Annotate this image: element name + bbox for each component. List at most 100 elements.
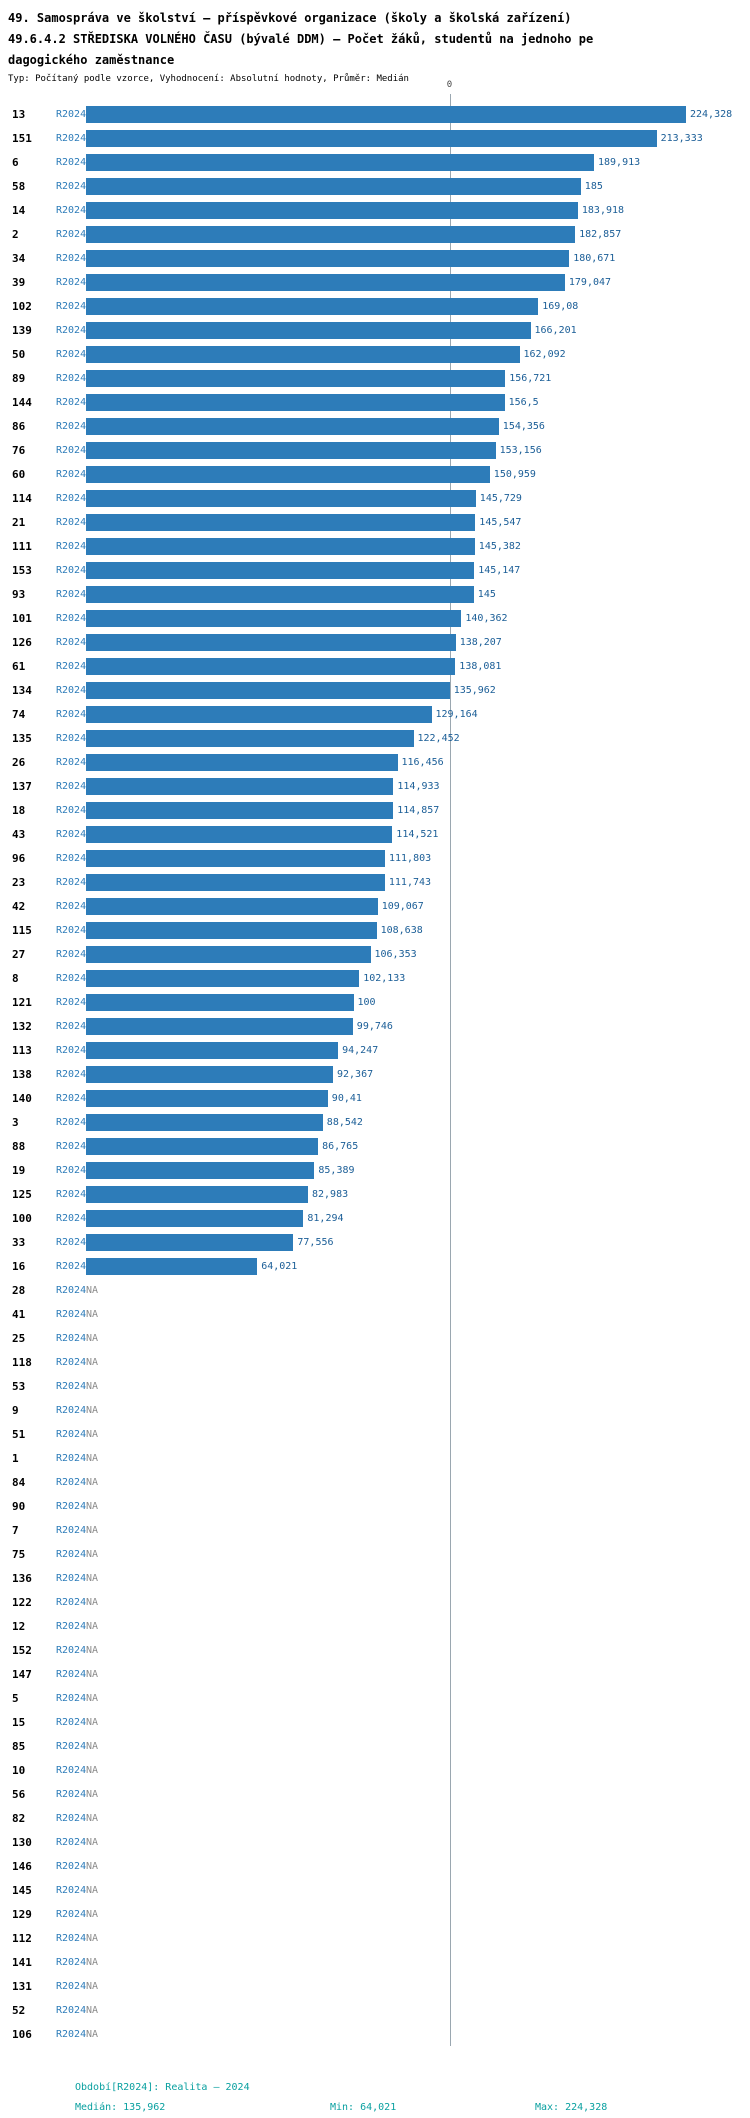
row-id-label: 82 <box>12 1811 26 1825</box>
row-id-label: 122 <box>12 1595 32 1609</box>
value-label: 145 <box>477 588 496 600</box>
series-label: R2024 <box>56 252 87 264</box>
series-label: R2024 <box>56 804 87 816</box>
value-bar <box>86 945 371 963</box>
value-label: 86,765 <box>322 1140 359 1152</box>
value-bar <box>86 1137 319 1155</box>
value-label: 111,803 <box>389 852 432 864</box>
value-label: 114,521 <box>396 828 439 840</box>
series-label: R2024 <box>56 1788 87 1800</box>
series-label: R2024 <box>56 1188 87 1200</box>
chart-row: 151 R2024 213,333 <box>12 126 732 150</box>
value-label: 145,382 <box>478 540 521 552</box>
series-label: R2024 <box>56 900 87 912</box>
row-id-label: 12 <box>12 1619 26 1633</box>
series-label: R2024 <box>56 348 87 360</box>
chart-row: 137 R2024 114,933 <box>12 774 732 798</box>
series-label: R2024 <box>56 1068 87 1080</box>
row-id-label: 90 <box>12 1499 26 1513</box>
series-label: R2024 <box>56 732 87 744</box>
row-id-label: 114 <box>12 491 32 505</box>
value-bar <box>86 1089 328 1107</box>
chart-row: 42 R2024 109,067 <box>12 894 732 918</box>
row-id-label: 26 <box>12 755 26 769</box>
value-label: 179,047 <box>568 276 612 288</box>
value-label: 82,983 <box>312 1188 349 1200</box>
value-label: 81,294 <box>307 1212 344 1224</box>
row-id-label: 96 <box>12 851 26 865</box>
row-id-label: 113 <box>12 1043 32 1057</box>
chart-row: 144 R2024 156,5 <box>12 390 732 414</box>
row-id-label: 9 <box>12 1403 19 1417</box>
series-label: R2024 <box>56 828 87 840</box>
chart-row: 14 R2024 183,918 <box>12 198 732 222</box>
footer-period: Období[R2024]: Realita – 2024 <box>75 2082 250 2093</box>
row-id-label: 85 <box>12 1739 26 1753</box>
series-label: R2024 <box>56 1260 87 1272</box>
series-label: R2024 <box>56 1428 87 1440</box>
value-label: 185 <box>584 180 603 192</box>
series-label: R2024 <box>56 1668 87 1680</box>
chart-row: 75 R2024 NA <box>12 1542 732 1566</box>
value-bar <box>86 753 398 771</box>
series-label: R2024 <box>56 1404 87 1416</box>
chart-row: 58 R2024 185 <box>12 174 732 198</box>
row-id-label: 41 <box>12 1307 26 1321</box>
chart-row: 139 R2024 166,201 <box>12 318 732 342</box>
chart-row: 82 R2024 NA <box>12 1806 732 1830</box>
series-label: R2024 <box>56 1476 87 1488</box>
row-id-label: 13 <box>12 107 26 121</box>
chart-row: 153 R2024 145,147 <box>12 558 732 582</box>
na-label: NA <box>86 1692 99 1704</box>
series-label: R2024 <box>56 1860 87 1872</box>
chart-row: 7 R2024 NA <box>12 1518 732 1542</box>
na-label: NA <box>86 1740 99 1752</box>
row-id-label: 15 <box>12 1715 26 1729</box>
row-id-label: 50 <box>12 347 26 361</box>
na-label: NA <box>86 1572 99 1584</box>
series-label: R2024 <box>56 228 87 240</box>
value-label: 180,671 <box>573 252 616 264</box>
na-label: NA <box>86 1884 99 1896</box>
na-label: NA <box>86 1284 99 1296</box>
value-bar <box>86 273 565 291</box>
series-label: R2024 <box>56 1740 87 1752</box>
na-label: NA <box>86 1500 99 1512</box>
value-bar <box>86 177 581 195</box>
row-id-label: 112 <box>12 1931 32 1945</box>
row-id-label: 125 <box>12 1187 32 1201</box>
value-bar <box>86 873 385 891</box>
row-id-label: 100 <box>12 1211 32 1225</box>
value-label: 111,743 <box>388 876 432 888</box>
value-label: 140,362 <box>465 612 508 624</box>
series-label: R2024 <box>56 108 87 120</box>
series-label: R2024 <box>56 1308 87 1320</box>
value-bar <box>86 777 394 795</box>
row-id-label: 33 <box>12 1235 26 1249</box>
na-label: NA <box>86 1764 99 1776</box>
row-id-label: 137 <box>12 779 32 793</box>
chart-row: 121 R2024 100 <box>12 990 732 1014</box>
value-label: 156,721 <box>509 372 552 384</box>
chart-title-line2: 49.6.4.2 STŘEDISKA VOLNÉHO ČASU (bývalé … <box>8 32 594 46</box>
series-label: R2024 <box>56 1908 87 1920</box>
value-label: 77,556 <box>297 1236 334 1248</box>
chart-row: 96 R2024 111,803 <box>12 846 732 870</box>
chart-row: 13 R2024 224,328 <box>12 102 732 126</box>
value-label: 224,328 <box>690 108 733 120</box>
chart-row: 1 R2024 NA <box>12 1446 732 1470</box>
value-label: 169,08 <box>542 300 579 312</box>
value-bar <box>86 345 520 363</box>
row-id-label: 146 <box>12 1859 32 1873</box>
value-bar <box>86 849 385 867</box>
row-id-label: 129 <box>12 1907 32 1921</box>
chart-row: 118 R2024 NA <box>12 1350 732 1374</box>
chart-row: 28 R2024 NA <box>12 1278 732 1302</box>
row-id-label: 86 <box>12 419 26 433</box>
row-id-label: 153 <box>12 563 32 577</box>
na-label: NA <box>86 2028 99 2040</box>
value-bar <box>86 585 474 603</box>
row-id-label: 27 <box>12 947 26 961</box>
na-label: NA <box>86 1788 99 1800</box>
value-bar <box>86 921 377 939</box>
